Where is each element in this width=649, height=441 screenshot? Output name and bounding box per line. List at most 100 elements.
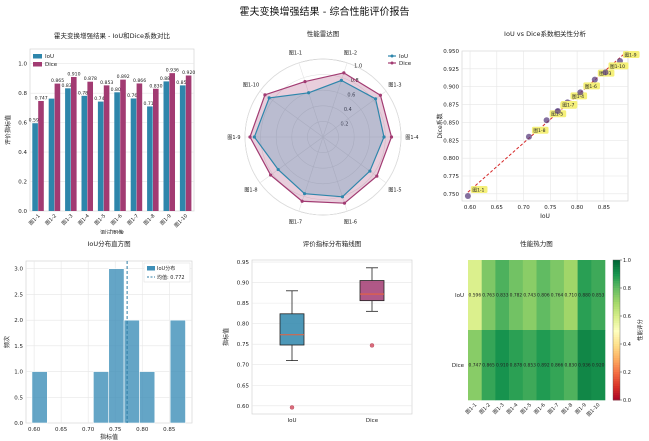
bar-iou <box>163 81 170 212</box>
heatmap-cell <box>522 260 537 331</box>
y-tick-label: 0.95 <box>237 260 250 266</box>
bar-iou <box>48 98 55 211</box>
colorbar-segment <box>613 306 620 310</box>
radar-point <box>252 135 256 139</box>
y-tick-label: 0.875 <box>443 103 459 109</box>
scatter-point <box>525 133 532 140</box>
point-label-box <box>583 82 600 90</box>
x-tick-label: 图1-10 <box>173 213 189 229</box>
radar-point <box>307 91 311 95</box>
x-tick-label: 0.60 <box>28 427 41 433</box>
point-label: 图1-9 <box>624 52 636 58</box>
histogram-panel: 0.0 0.5 1.0 1.5 2.0 2.5 3.0 0.60 0.65 0.70 0.75 0.8… <box>3 239 193 441</box>
heatmap-cell <box>481 260 496 331</box>
colorbar-segment <box>613 374 620 378</box>
radar-point <box>368 169 372 173</box>
colorbar-segment <box>613 271 620 275</box>
heatmap-cell <box>495 330 510 401</box>
heatmap-cell-label: 0.743 <box>523 293 536 299</box>
bar-dice <box>120 79 126 212</box>
colorbar-segment <box>613 302 620 305</box>
colorbar-segment <box>613 295 620 298</box>
radar-point <box>382 135 386 139</box>
bar-value-label: 0.878 <box>84 76 97 82</box>
x-axis-label: 指标值 <box>100 433 118 441</box>
scatter-point <box>602 69 609 76</box>
heatmap-cell-label: 0.806 <box>537 293 550 299</box>
y-tick-label: 0.80 <box>237 322 250 328</box>
heatmap-cell-label: 0.910 <box>496 363 509 369</box>
radar-axis-label: 图1-3 <box>388 83 401 89</box>
histogram-bar <box>139 371 156 424</box>
x-tick-label: 图1-9 <box>159 213 173 227</box>
radar-point <box>300 199 304 203</box>
colorbar-segment <box>613 274 620 277</box>
bar-iou <box>32 123 38 211</box>
x-tick-label: 图1-3 <box>61 213 75 227</box>
histogram-bar <box>93 371 110 424</box>
radar-r-tick-label: 0.2 <box>340 121 348 127</box>
heatmap-cell <box>577 260 592 331</box>
heatmap-cell-label: 0.710 <box>564 293 577 299</box>
point-label-box <box>608 62 629 70</box>
colorbar-tick-label: 0.2 <box>623 370 631 376</box>
x-tick-label: 0.75 <box>109 427 122 433</box>
point-label: 图1-5 <box>551 112 563 118</box>
y-tick-label: 0.0 <box>14 421 23 427</box>
radar-spoke <box>298 136 324 212</box>
heatmap-cell-label: 0.830 <box>564 363 577 369</box>
outlier-point <box>369 343 375 348</box>
legend-label: IoU分布 <box>157 265 175 272</box>
y-tick-label: 0.6 <box>18 121 27 127</box>
bar-dice <box>185 75 192 211</box>
colorbar-segment <box>613 351 620 354</box>
scatter-point <box>591 76 598 83</box>
bar-value-label: 0.865 <box>51 78 64 84</box>
heatmap-cell-label: 0.596 <box>469 293 482 299</box>
boxplot-title: 评价指标分布箱线图 <box>303 239 362 248</box>
bar-chart-panel: 0.0 0.2 0.4 0.6 0.8 1.0 0.596 0.747 图1-1 0.865 图1-… <box>4 31 195 234</box>
colorbar-segment <box>613 369 620 373</box>
legend-marker <box>390 61 394 65</box>
colorbar-segment <box>613 360 620 364</box>
bar-value-label: 0.596 <box>29 118 42 124</box>
colorbar-segment <box>613 362 620 366</box>
heatmap-cell-label: 0.764 <box>551 293 564 299</box>
colorbar-segment <box>613 323 620 326</box>
colorbar-segment <box>613 388 620 392</box>
colorbar-frame <box>612 259 621 401</box>
bar-value-label: 0.782 <box>78 90 91 96</box>
x-tick-label: 0.85 <box>163 427 176 433</box>
bar-iou <box>147 106 153 211</box>
scatter-chart-panel: 0.60 0.65 0.70 0.75 0.80 0.85 0.750 0.775 0.800 0… <box>436 29 640 220</box>
heatmap-cell <box>468 260 482 331</box>
bar-iou <box>130 98 137 211</box>
colorbar-segment <box>613 316 620 319</box>
radar-chart-panel: 0.2 0.4 0.6 0.8 1.0 图1-1 图1-2 图1-3 图1-4 图1-5 图1-6 图… <box>227 29 418 226</box>
bar-dice <box>54 83 61 211</box>
heatmap-cell-label: 0.880 <box>578 293 591 299</box>
x-tick-label: 图1-1 <box>28 213 42 227</box>
bar-dice <box>169 73 176 211</box>
x-tick-label: 0.70 <box>82 427 95 433</box>
heatmap-cell <box>550 330 565 401</box>
x-tick-label: 0.60 <box>464 205 477 211</box>
x-tick-label: IoU <box>287 418 296 424</box>
x-tick-label: 0.80 <box>571 205 584 211</box>
point-label-box <box>570 92 588 100</box>
point-label: 图1-1 <box>472 187 484 193</box>
colorbar-segment <box>613 327 620 331</box>
point-label: 图1-10 <box>610 64 625 70</box>
y-tick-label: 2.5 <box>14 292 23 298</box>
outlier-point <box>289 405 295 410</box>
y-tick-label: 0.90 <box>237 281 250 287</box>
column-label: 图1-4 <box>506 402 520 416</box>
colorbar-segment <box>613 320 620 324</box>
heatmap-cell-label: 0.747 <box>469 363 482 369</box>
colorbar-segment <box>613 395 620 399</box>
bar-value-label: 0.830 <box>149 83 162 89</box>
heatmap-cell <box>563 260 578 331</box>
box-dice <box>359 280 385 302</box>
heatmap-cell <box>591 260 606 331</box>
row-label: IoU <box>455 293 464 299</box>
